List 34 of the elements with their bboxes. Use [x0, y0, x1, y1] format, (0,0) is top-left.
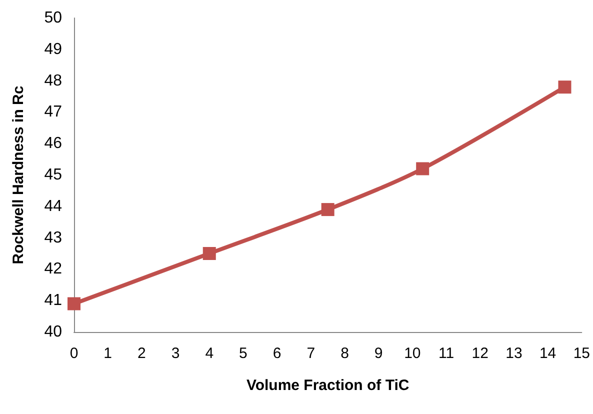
- x-tick-label: 14: [539, 345, 556, 362]
- y-tick-label: 45: [44, 166, 62, 184]
- y-tick-label: 46: [44, 135, 62, 152]
- x-tick-label: 5: [239, 345, 248, 362]
- x-tick-label: 4: [205, 345, 214, 362]
- x-axis-title: Volume Fraction of TiC: [246, 377, 410, 394]
- point: [416, 162, 430, 176]
- point: [558, 80, 572, 94]
- y-tick-label: 40: [44, 324, 62, 340]
- x-tick-label: 0: [70, 345, 78, 362]
- x-tick-label: 13: [506, 345, 522, 362]
- x-tick-label: 12: [472, 345, 488, 362]
- x-tick-label: 11: [438, 345, 454, 362]
- y-tick-label: 44: [44, 198, 62, 215]
- point: [68, 297, 80, 310]
- y-tick-label: 47: [44, 104, 62, 121]
- x-tick-label: 9: [374, 345, 383, 362]
- y-tick-label: 41: [44, 292, 62, 310]
- x-tick-label: 10: [404, 345, 421, 362]
- y-tick-label: 42: [44, 260, 62, 278]
- y-tick-label: 49: [44, 40, 62, 58]
- x-tick-label: 8: [340, 345, 349, 362]
- y-axis-title: Rockwell Hardness in Rc: [10, 86, 27, 264]
- y-tick-label: 43: [44, 229, 62, 246]
- point: [202, 247, 216, 260]
- x-tick-label: 2: [138, 345, 146, 362]
- x-tick-label: 3: [171, 345, 180, 362]
- point: [321, 203, 334, 216]
- y-tick-label: 48: [44, 72, 62, 90]
- x-tick-label: 1: [104, 345, 112, 362]
- x-tick-label: 15: [573, 345, 590, 362]
- y-tick-label: 50: [44, 10, 62, 26]
- x-tick-label: 6: [272, 345, 282, 362]
- x-tick-label: 7: [306, 345, 316, 362]
